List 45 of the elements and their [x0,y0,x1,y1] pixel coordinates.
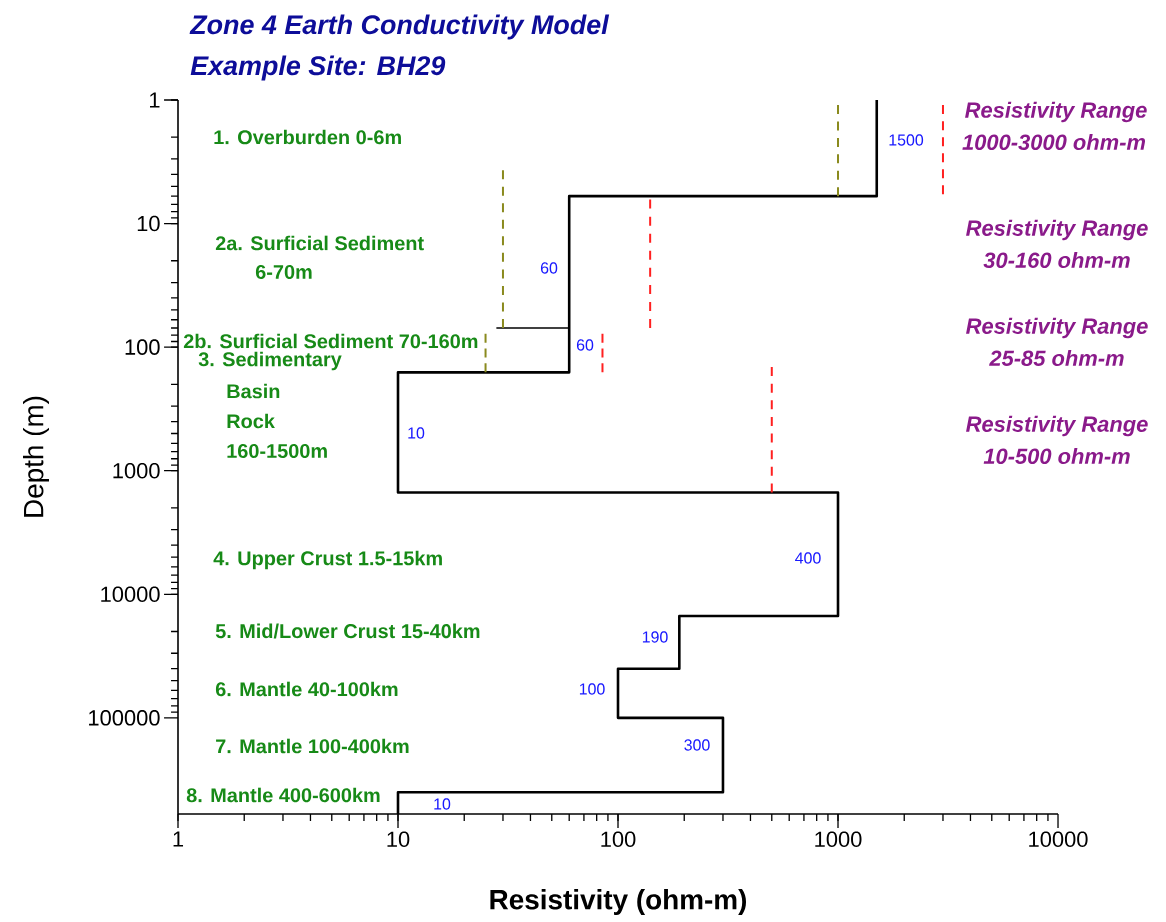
annotation: 4. Upper Crust 1.5-15km [213,550,442,570]
annotation: 160-1500m [227,443,327,459]
annotation: 2b. Surficial Sediment 70-160m [183,333,478,349]
y-tick-label: 100000 [89,710,160,726]
annotation: 10 [408,427,425,439]
annotation: Rock [227,413,275,429]
annotation: 60 [576,339,594,351]
x-axis-title: Resistivity (ohm-m) [490,889,747,915]
y-tick-label: 10 [137,215,160,232]
annotation: Resistivity Range [966,219,1148,241]
x-tick-label: 1 [173,831,184,847]
x-tick-label: 10000 [1029,831,1088,847]
annotation: 6-70m [255,264,312,280]
annotation: 400 [795,552,821,564]
y-tick-label: 100 [125,339,160,355]
annotation: 25-85 ohm-m [989,349,1124,367]
annotation: 2a. Surficial Sediment [215,235,424,251]
annotation: 7. Mantle 100-400km [216,738,409,754]
chart-title: Zone 4 Earth Conductivity Model [189,14,610,40]
annotation: 1. Overburden 0-6m [214,129,401,145]
annotation: 30-160 ohm-m [983,251,1130,269]
y-tick-label: 1 [150,92,160,108]
chart-subtitle: Example Site: BH29 [190,55,446,81]
annotation: 10 [434,798,451,810]
annotation: 190 [642,631,668,643]
y-tick-label: 10000 [101,586,160,603]
y-tick-label: 1000 [113,462,160,479]
annotation: 1500 [889,134,924,146]
annotation: 5. Mid/Lower Crust 15-40km [215,623,480,639]
x-tick-label: 10 [387,831,410,847]
annotation: 8. Mantle 400-600km [186,787,380,803]
y-axis-title: Depth (m) [23,396,49,517]
x-tick-label: 1000 [815,831,862,847]
annotation: Resistivity Range [966,415,1148,437]
annotation: Basin [227,383,280,399]
annotation: Resistivity Range [966,317,1148,339]
annotation: 1000-3000 ohm-m [962,133,1146,151]
annotation: 100 [579,683,605,695]
x-tick-label: 100 [601,831,636,847]
annotation: 10-500 ohm-m [983,447,1130,465]
annotation: 6. Mantle 40-100km [215,681,398,697]
annotation: 300 [684,739,710,751]
annotation: 3. Sedimentary [198,351,342,371]
annotation: Resistivity Range [965,101,1147,123]
annotation: 60 [540,262,558,274]
